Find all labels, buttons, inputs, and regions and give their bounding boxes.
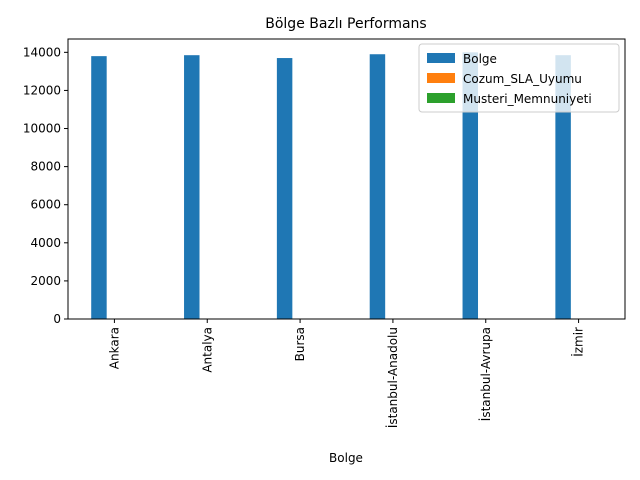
x-tick-label: İzmir bbox=[571, 327, 586, 357]
y-tick-label: 2000 bbox=[30, 274, 61, 288]
chart-title: Bölge Bazlı Performans bbox=[265, 16, 426, 32]
y-tick-label: 6000 bbox=[30, 198, 61, 212]
y-axis: 0 2000 4000 6000 8000 10000 12000 14000 bbox=[23, 45, 68, 326]
bars-layer bbox=[91, 52, 602, 320]
x-tick-label: İstanbul-Anadolu bbox=[385, 327, 400, 428]
bar bbox=[555, 55, 571, 319]
bar bbox=[91, 56, 107, 320]
x-tick-label: İstanbul-Avrupa bbox=[478, 327, 493, 421]
legend-swatch bbox=[427, 53, 455, 63]
legend-box bbox=[418, 43, 620, 113]
y-tick-label: 4000 bbox=[30, 236, 61, 250]
x-tick-label: Ankara bbox=[107, 327, 121, 369]
plot-frame bbox=[67, 38, 626, 320]
legend-swatch bbox=[427, 73, 455, 83]
x-axis-title: Bolge bbox=[329, 451, 363, 465]
legend: Bolge Cozum_SLA_Uyumu Musteri_Memnuniyeti bbox=[418, 43, 620, 113]
bar bbox=[184, 55, 200, 319]
bar bbox=[462, 52, 479, 319]
legend-label: Musteri_Memnuniyeti bbox=[463, 92, 592, 106]
legend-swatch bbox=[427, 93, 455, 103]
legend-label: Bolge bbox=[463, 52, 497, 66]
y-tick-label: 12000 bbox=[23, 83, 61, 97]
x-tick-label: Bursa bbox=[293, 327, 307, 361]
bar bbox=[276, 58, 293, 320]
legend-label: Cozum_SLA_Uyumu bbox=[463, 72, 582, 86]
y-tick-label: 10000 bbox=[23, 122, 61, 136]
y-tick-label: 8000 bbox=[30, 160, 61, 174]
bar bbox=[369, 54, 386, 319]
x-axis: Ankara Antalya Bursa İstanbul-Anadolu İstanb… bbox=[107, 319, 586, 428]
x-tick-label: Antalya bbox=[200, 327, 214, 373]
y-tick-label: 0 bbox=[53, 312, 61, 326]
y-tick-label: 14000 bbox=[23, 45, 61, 59]
